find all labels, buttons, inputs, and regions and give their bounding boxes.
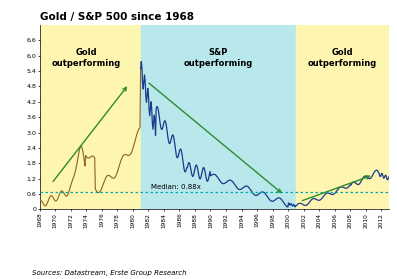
Text: Gold
outperforming: Gold outperforming	[52, 48, 121, 68]
Text: S&P
outperforming: S&P outperforming	[184, 48, 253, 68]
Bar	[296, 25, 389, 209]
Text: Sources: Datastream, Erste Group Research: Sources: Datastream, Erste Group Researc…	[32, 270, 186, 276]
Bar	[141, 25, 296, 209]
Text: Median: 0.88x: Median: 0.88x	[151, 184, 200, 190]
Text: Gold
outperforming: Gold outperforming	[308, 48, 377, 68]
Text: Gold / S&P 500 since 1968: Gold / S&P 500 since 1968	[40, 11, 194, 21]
Bar	[40, 25, 141, 209]
